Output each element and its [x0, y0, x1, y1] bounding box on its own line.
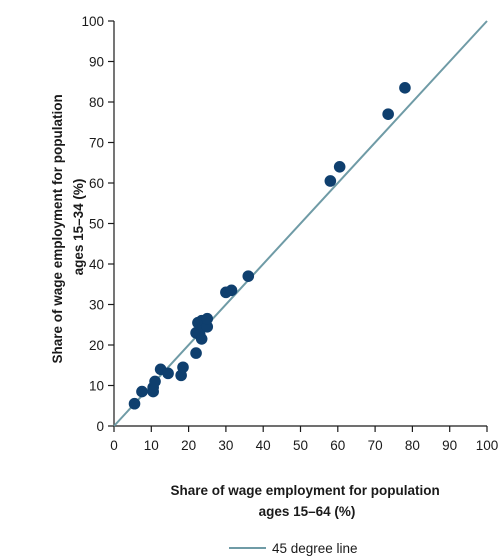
data-point — [201, 312, 214, 325]
data-point — [190, 347, 202, 359]
x-axis-title: Share of wage employment for population … — [170, 483, 443, 519]
x-axis-title-line-2: ages 15–64 (%) — [259, 504, 356, 519]
y-tick-label: 0 — [96, 419, 104, 434]
y-axis-title-line-1: Share of wage employment for population — [50, 94, 65, 363]
data-point — [333, 161, 346, 173]
data-point — [324, 175, 337, 187]
data-point — [128, 397, 141, 410]
legend: 45 degree line — [229, 541, 358, 556]
y-tick-label: 10 — [89, 379, 104, 394]
data-point — [162, 367, 174, 380]
data-point — [195, 333, 208, 345]
x-axis-ticks: 0 10 20 30 40 50 60 70 80 90 100 — [110, 426, 498, 453]
data-point — [399, 82, 411, 94]
data-point — [225, 284, 238, 297]
x-tick-label: 40 — [256, 438, 271, 453]
x-tick-label: 20 — [181, 438, 196, 453]
data-point — [382, 108, 394, 120]
data-point — [136, 385, 148, 398]
x-axis-title-line-1: Share of wage employment for population — [170, 483, 439, 498]
y-tick-label: 80 — [89, 95, 104, 110]
data-point — [201, 320, 214, 333]
y-tick-label: 100 — [81, 14, 104, 29]
reference-line-45-degree — [113, 20, 488, 427]
x-tick-label: 50 — [293, 438, 308, 453]
x-tick-label: 70 — [368, 438, 383, 453]
data-points — [128, 82, 411, 410]
x-tick-label: 30 — [218, 438, 233, 453]
x-tick-label: 90 — [442, 438, 457, 453]
legend-label-45-degree-line: 45 degree line — [272, 541, 358, 556]
y-tick-label: 50 — [89, 217, 104, 232]
x-tick-label: 60 — [330, 438, 345, 453]
y-axis-title-line-2: ages 15–34 (%) — [71, 179, 86, 276]
y-tick-label: 70 — [89, 136, 104, 151]
y-axis-title: Share of wage employment for population … — [50, 90, 86, 363]
x-tick-label: 10 — [144, 438, 159, 453]
data-point — [242, 270, 255, 282]
y-axis-ticks: 0 10 20 30 40 50 60 70 80 90 100 — [81, 14, 114, 434]
y-tick-label: 40 — [89, 257, 104, 272]
data-point — [149, 375, 161, 388]
y-tick-label: 30 — [89, 298, 104, 313]
x-tick-label: 100 — [476, 438, 499, 453]
y-tick-label: 20 — [89, 338, 104, 353]
y-tick-label: 90 — [89, 55, 104, 70]
x-tick-label: 80 — [405, 438, 420, 453]
y-tick-label: 60 — [89, 176, 104, 191]
x-tick-label: 0 — [110, 438, 118, 453]
data-point — [177, 361, 189, 374]
